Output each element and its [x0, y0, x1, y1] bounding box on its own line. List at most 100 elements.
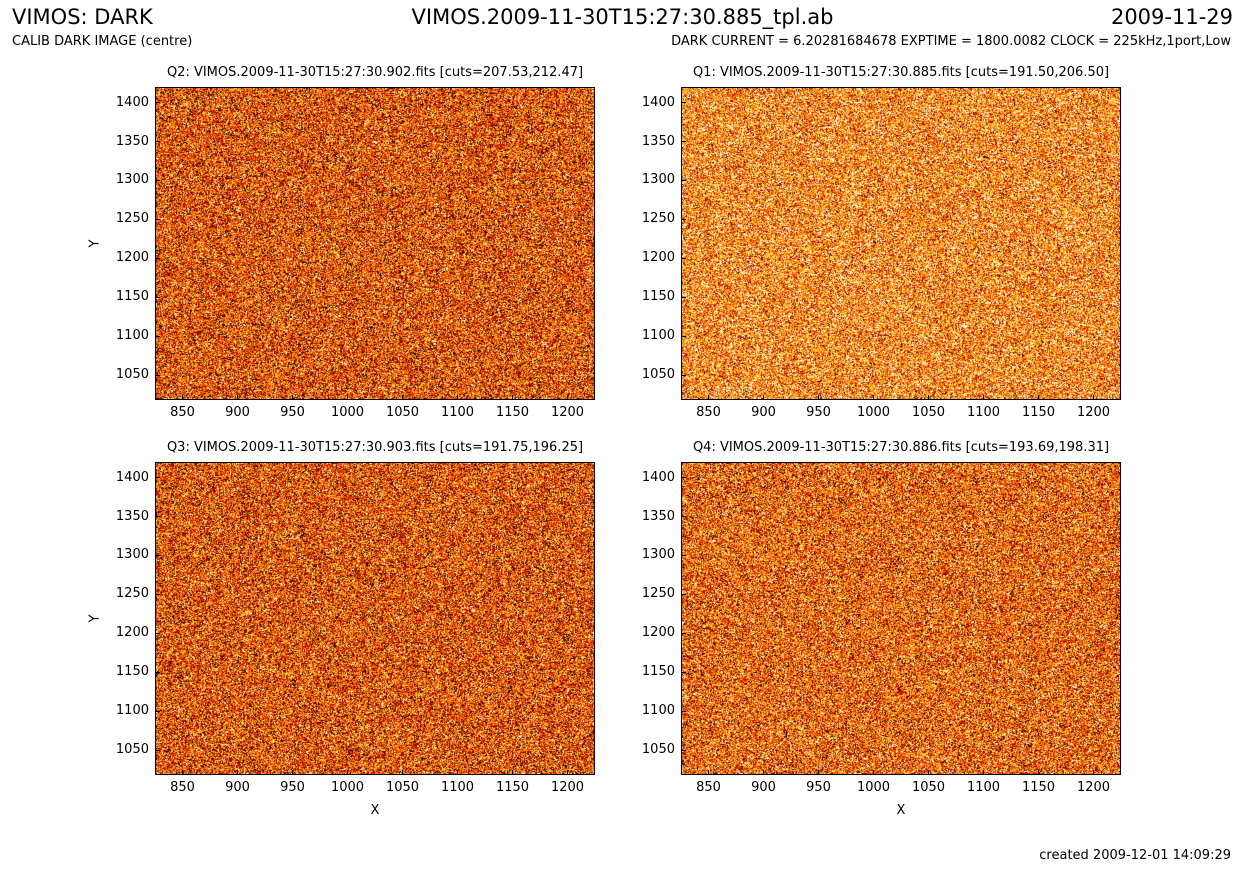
y-tick-mark-q4	[681, 632, 686, 634]
x-tick-label-q3: 1150	[495, 780, 530, 795]
x-tick-label-q4: 950	[806, 780, 831, 795]
x-tick-mark-q1	[818, 395, 819, 400]
x-tick-label-q3: 1200	[550, 780, 585, 795]
y-tick-label-q2: 1150	[115, 289, 149, 305]
x-tick-label-q2: 900	[225, 405, 250, 420]
y-tick-mark-q2	[155, 102, 160, 104]
y-tick-mark-q1	[681, 218, 686, 220]
x-tick-label-q2: 1050	[385, 405, 420, 420]
y-tick-mark-q3	[155, 671, 160, 673]
y-tick-label-q1: 1350	[641, 133, 675, 149]
heatmap-plot-q3	[155, 462, 595, 775]
y-tick-mark-q1	[681, 179, 686, 181]
observation-date: 2009-11-29	[1110, 5, 1233, 29]
y-tick-label-q3: 1050	[115, 742, 149, 758]
y-tick-label-q2: 1100	[115, 328, 149, 344]
heatmap-image-q1	[682, 88, 1120, 399]
x-tick-label-q2: 1100	[440, 405, 475, 420]
y-tick-label-q1: 1100	[641, 328, 675, 344]
x-tick-mark-q1	[708, 395, 709, 400]
y-tick-label-q1: 1150	[641, 289, 675, 305]
y-tick-label-q2: 1050	[115, 367, 149, 383]
x-tick-label-q1: 1050	[911, 405, 946, 420]
y-tick-mark-q1	[681, 102, 686, 104]
y-tick-label-q4: 1050	[641, 742, 675, 758]
x-axis-label-q4: X	[896, 803, 906, 818]
y-tick-label-q2: 1400	[115, 94, 149, 110]
y-tick-label-q4: 1100	[641, 703, 675, 719]
y-tick-label-q3: 1350	[115, 508, 149, 524]
x-tick-label-q3: 950	[280, 780, 305, 795]
x-tick-label-q3: 1000	[330, 780, 365, 795]
y-tick-label-q1: 1200	[641, 250, 675, 266]
x-tick-label-q1: 1150	[1021, 405, 1056, 420]
x-tick-mark-q2	[347, 395, 348, 400]
panel-title-q4: Q4: VIMOS.2009-11-30T15:27:30.886.fits […	[692, 440, 1110, 455]
x-tick-label-q2: 1000	[330, 405, 365, 420]
heatmap-plot-q1	[681, 87, 1121, 400]
panel-title-q3: Q3: VIMOS.2009-11-30T15:27:30.903.fits […	[166, 440, 584, 455]
y-tick-mark-q2	[155, 218, 160, 220]
y-axis-label-q2: Y	[87, 239, 103, 247]
x-tick-label-q1: 1000	[856, 405, 891, 420]
y-tick-mark-q1	[681, 374, 686, 376]
x-tick-label-q1: 900	[751, 405, 776, 420]
y-tick-mark-q1	[681, 257, 686, 259]
y-tick-label-q3: 1100	[115, 703, 149, 719]
x-tick-label-q1: 950	[806, 405, 831, 420]
y-tick-mark-q2	[155, 335, 160, 337]
x-tick-mark-q2	[457, 395, 458, 400]
x-tick-label-q1: 1100	[966, 405, 1001, 420]
y-axis-label-q3: Y	[87, 614, 103, 622]
y-tick-label-q2: 1250	[115, 211, 149, 227]
y-tick-label-q1: 1300	[641, 172, 675, 188]
y-tick-mark-q1	[681, 296, 686, 298]
y-tick-label-q3: 1150	[115, 664, 149, 680]
y-tick-label-q3: 1400	[115, 469, 149, 485]
y-tick-label-q4: 1150	[641, 664, 675, 680]
heatmap-plot-q4	[681, 462, 1121, 775]
heatmap-plot-q2	[155, 87, 595, 400]
y-tick-mark-q4	[681, 671, 686, 673]
x-tick-mark-q3	[457, 770, 458, 775]
y-tick-mark-q3	[155, 554, 160, 556]
y-tick-label-q4: 1250	[641, 586, 675, 602]
x-tick-label-q1: 850	[696, 405, 721, 420]
x-tick-label-q3: 850	[170, 780, 195, 795]
heatmap-image-q2	[156, 88, 594, 399]
x-tick-mark-q2	[182, 395, 183, 400]
x-tick-mark-q2	[237, 395, 238, 400]
x-tick-label-q2: 1200	[550, 405, 585, 420]
y-tick-mark-q3	[155, 632, 160, 634]
x-tick-mark-q1	[1038, 395, 1039, 400]
x-tick-label-q1: 1200	[1076, 405, 1111, 420]
x-tick-label-q2: 850	[170, 405, 195, 420]
x-tick-mark-q4	[983, 770, 984, 775]
x-tick-label-q3: 1050	[385, 780, 420, 795]
x-tick-mark-q3	[512, 770, 513, 775]
y-tick-label-q3: 1200	[115, 625, 149, 641]
y-tick-mark-q3	[155, 710, 160, 712]
y-tick-mark-q4	[681, 477, 686, 479]
heatmap-image-q4	[682, 463, 1120, 774]
x-tick-label-q2: 1150	[495, 405, 530, 420]
y-tick-mark-q2	[155, 179, 160, 181]
y-tick-mark-q4	[681, 593, 686, 595]
y-tick-mark-q4	[681, 710, 686, 712]
panel-title-q2: Q2: VIMOS.2009-11-30T15:27:30.902.fits […	[166, 65, 584, 80]
x-tick-mark-q1	[983, 395, 984, 400]
x-tick-mark-q3	[237, 770, 238, 775]
x-tick-mark-q2	[402, 395, 403, 400]
x-tick-mark-q4	[873, 770, 874, 775]
x-tick-label-q3: 1100	[440, 780, 475, 795]
x-tick-mark-q4	[928, 770, 929, 775]
x-tick-mark-q3	[292, 770, 293, 775]
y-tick-label-q4: 1200	[641, 625, 675, 641]
y-tick-label-q1: 1050	[641, 367, 675, 383]
x-tick-mark-q3	[567, 770, 568, 775]
y-tick-label-q4: 1350	[641, 508, 675, 524]
y-tick-mark-q3	[155, 749, 160, 751]
y-tick-mark-q4	[681, 554, 686, 556]
y-tick-label-q3: 1300	[115, 547, 149, 563]
y-tick-mark-q4	[681, 516, 686, 517]
